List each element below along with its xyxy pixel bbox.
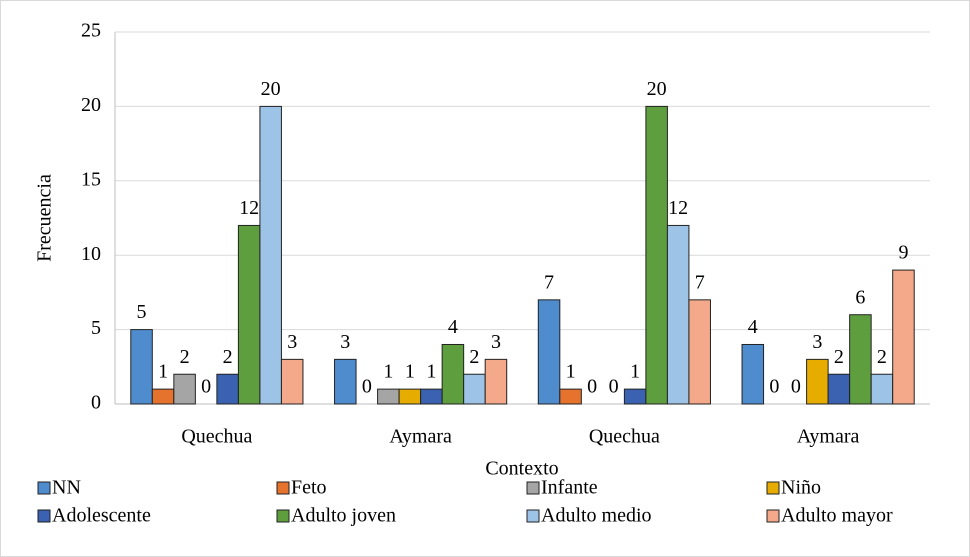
data-label: 3 xyxy=(491,331,501,353)
legend-label: Feto xyxy=(291,477,327,499)
x-axis-title: Contexto xyxy=(485,458,558,480)
data-label: 12 xyxy=(239,197,259,219)
bar xyxy=(420,388,443,405)
legend-label: Adulto medio xyxy=(541,505,652,527)
bar xyxy=(623,388,647,405)
bar xyxy=(870,373,894,405)
bar xyxy=(537,299,561,405)
bar xyxy=(151,388,175,405)
bar xyxy=(559,388,582,405)
data-label: 1 xyxy=(566,361,576,383)
data-label: 4 xyxy=(748,316,758,338)
bar xyxy=(463,373,486,405)
y-tick-label: 0 xyxy=(91,392,101,414)
x-tick-label: Aymara xyxy=(389,426,452,448)
data-label: 1 xyxy=(383,361,393,383)
bar xyxy=(237,224,261,405)
legend-label: Adulto joven xyxy=(291,505,396,527)
y-tick-label: 10 xyxy=(81,243,101,265)
data-label: 2 xyxy=(834,346,844,368)
data-label: 1 xyxy=(426,361,436,383)
data-label: 1 xyxy=(405,361,415,383)
bar xyxy=(441,343,465,405)
legend-swatch xyxy=(276,481,290,495)
data-label: 0 xyxy=(201,376,211,398)
y-tick-label: 5 xyxy=(91,317,101,339)
legend-label: Adolescente xyxy=(52,505,151,527)
legend-swatch xyxy=(766,481,780,495)
bar xyxy=(484,358,508,405)
data-label: 1 xyxy=(158,361,168,383)
data-label: 6 xyxy=(855,286,865,308)
data-label: 4 xyxy=(448,316,458,338)
data-label: 3 xyxy=(812,331,822,353)
data-label: 2 xyxy=(180,346,190,368)
bar xyxy=(827,373,851,405)
x-tick-label: Quechua xyxy=(181,426,252,448)
data-label: 9 xyxy=(898,242,908,264)
x-tick-label: Aymara xyxy=(797,426,860,448)
legend-label: Adulto mayor xyxy=(781,505,893,527)
data-label: 1 xyxy=(630,361,640,383)
legend-swatch xyxy=(37,509,51,523)
bar xyxy=(806,358,829,405)
data-label: 20 xyxy=(647,78,667,100)
y-tick-label: 25 xyxy=(81,20,101,42)
legend-label: Infante xyxy=(541,477,598,499)
legend-swatch xyxy=(526,481,540,495)
bar xyxy=(280,358,304,405)
bar xyxy=(645,105,668,405)
bar xyxy=(666,224,690,405)
legend-swatch xyxy=(766,509,780,523)
data-label: 7 xyxy=(695,271,705,293)
bar xyxy=(377,388,400,405)
data-label: 2 xyxy=(877,346,887,368)
legend-swatch xyxy=(37,481,51,495)
data-label: 3 xyxy=(287,331,297,353)
data-label: 0 xyxy=(769,376,779,398)
x-tick-label: Quechua xyxy=(589,426,660,448)
legend-label: Niño xyxy=(781,477,821,499)
bar xyxy=(216,373,239,405)
bar xyxy=(259,105,282,405)
bar xyxy=(173,373,196,405)
legend-swatch xyxy=(526,509,540,523)
bar xyxy=(334,358,357,405)
legend-swatch xyxy=(276,509,290,523)
y-axis-title: Frecuencia xyxy=(34,174,56,262)
legend-label: NN xyxy=(52,477,81,499)
data-label: 20 xyxy=(261,78,281,100)
data-label: 3 xyxy=(340,331,350,353)
y-tick-label: 15 xyxy=(81,168,101,190)
data-label: 0 xyxy=(609,376,619,398)
bar xyxy=(741,343,765,405)
data-label: 7 xyxy=(544,271,554,293)
bar xyxy=(130,329,153,405)
y-tick-label: 20 xyxy=(81,94,101,116)
data-label: 12 xyxy=(668,197,688,219)
bar xyxy=(688,299,711,405)
data-label: 0 xyxy=(791,376,801,398)
bar xyxy=(892,269,915,405)
data-label: 0 xyxy=(362,376,372,398)
data-label: 2 xyxy=(223,346,233,368)
data-label: 5 xyxy=(137,301,147,323)
data-label: 2 xyxy=(469,346,479,368)
data-label: 0 xyxy=(587,376,597,398)
bar xyxy=(398,388,422,405)
bar xyxy=(849,314,872,405)
